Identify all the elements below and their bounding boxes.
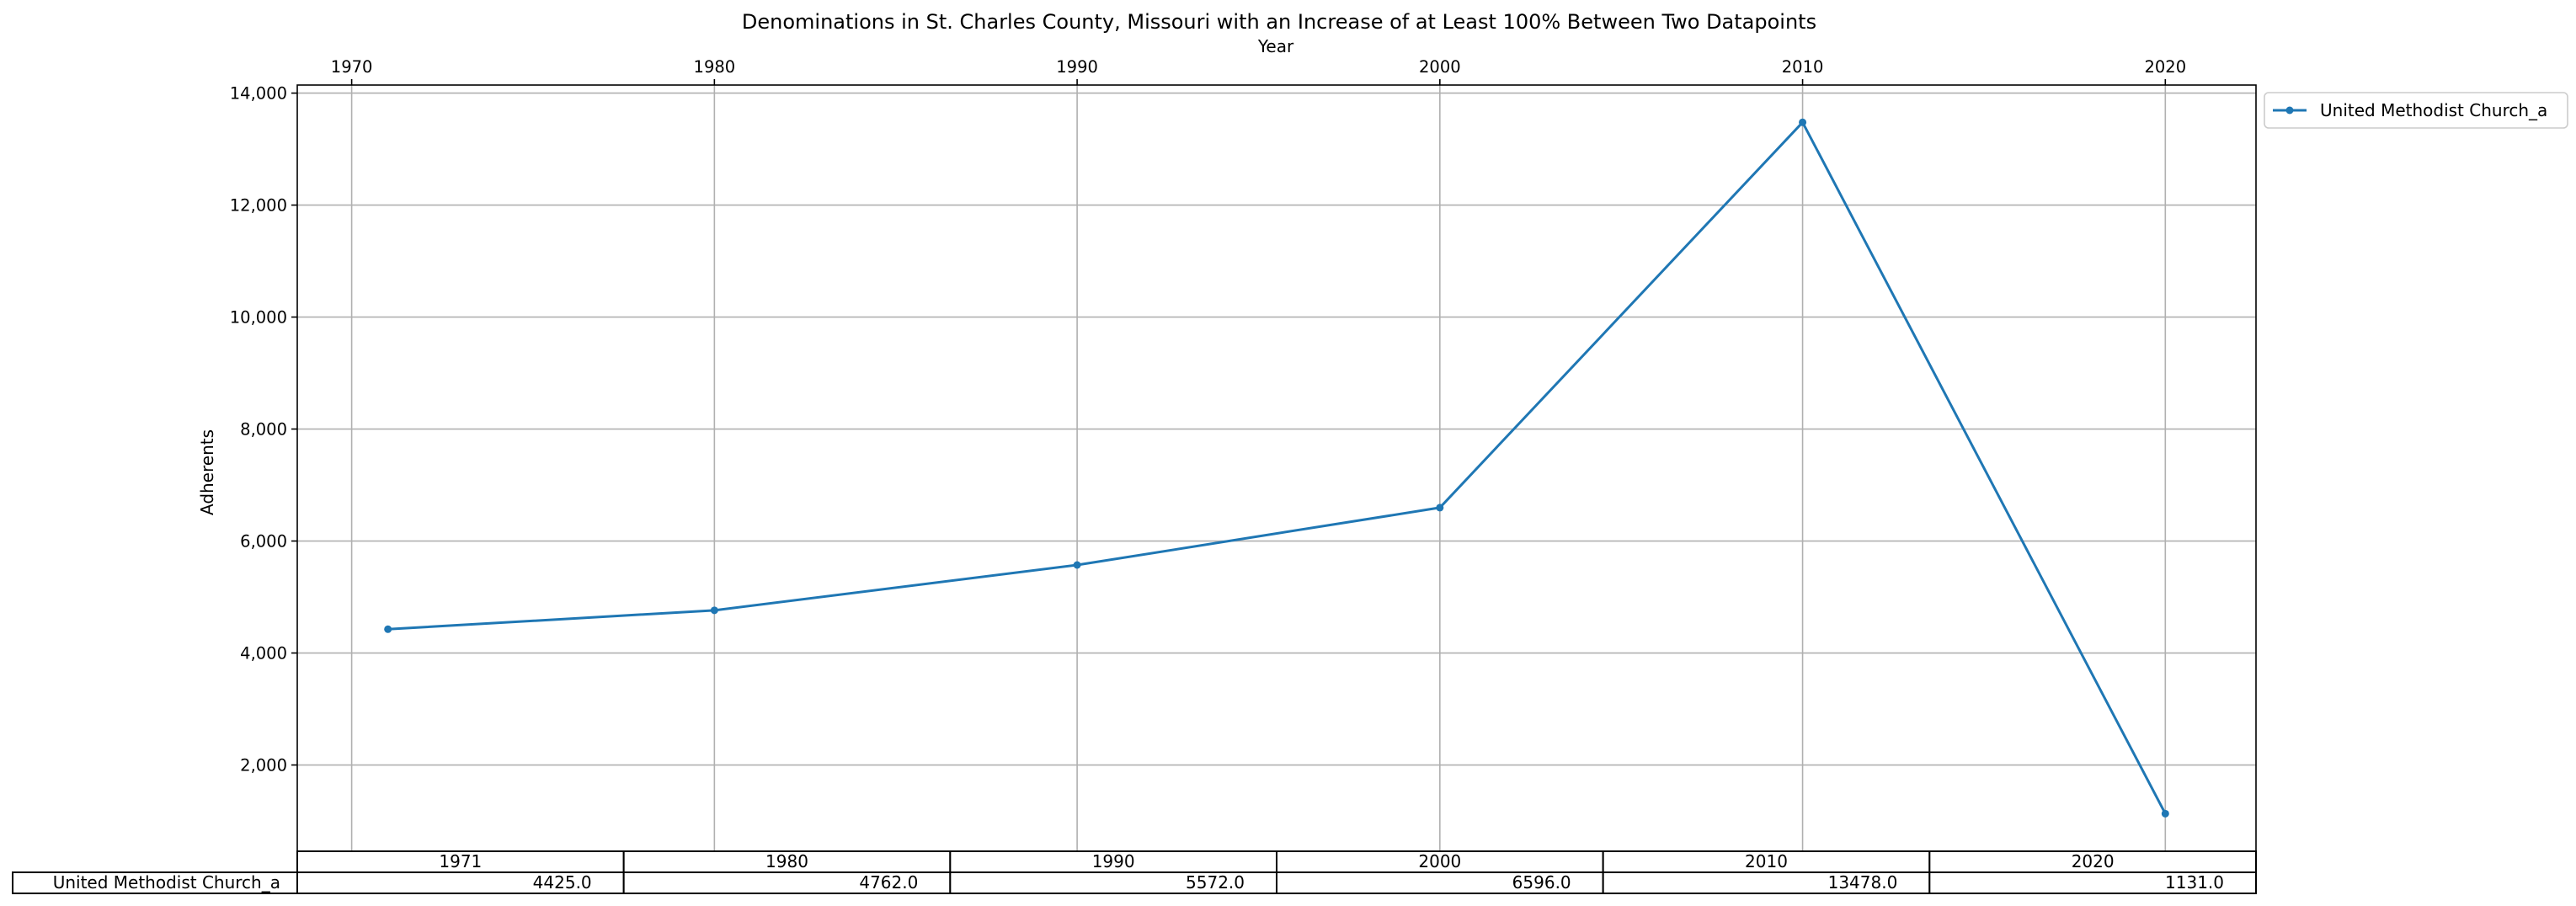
data-table: 1971 1980 1990 2000 2010 2020 United Methodist… — [12, 850, 2257, 894]
legend-marker — [2285, 106, 2294, 115]
table-header-label: 2010 — [1745, 851, 1788, 871]
table-cell-value: 1131.0 — [2165, 872, 2224, 893]
table-cell-value: 5572.0 — [1186, 872, 1245, 893]
legend-box — [2264, 92, 2568, 129]
table-header-label: 1971 — [439, 851, 482, 871]
axes: 1970 1980 1990 2000 2010 2020 2,000 4,000 6,000 8… — [230, 57, 2186, 775]
data-point — [710, 606, 718, 615]
table-header-cell — [1276, 850, 1604, 873]
table-cell — [1928, 871, 2257, 894]
x-tick-label: 1980 — [694, 57, 736, 77]
table-cell-value: 6596.0 — [1512, 872, 1571, 893]
data-point — [384, 625, 392, 633]
data-point — [1073, 561, 1081, 569]
x-tick-label: 2010 — [1782, 57, 1824, 77]
x-axis-label: Year — [1257, 36, 1294, 56]
table-header-label: 1990 — [1092, 851, 1135, 871]
table-row-label-cell — [12, 871, 298, 894]
table-header-label: 2020 — [2072, 851, 2115, 871]
x-tick-label: 1990 — [1056, 57, 1098, 77]
grid-lines — [297, 85, 2256, 851]
x-tick-label: 2020 — [2144, 57, 2186, 77]
y-axis-label: Adherents — [197, 429, 217, 515]
series-line — [387, 120, 2167, 815]
table-cell-value: 4425.0 — [533, 872, 592, 893]
y-tick-label: 6,000 — [240, 532, 287, 552]
y-tick-label: 10,000 — [230, 308, 287, 328]
x-tick-label: 1970 — [331, 57, 373, 77]
plot-frame — [296, 84, 2257, 852]
legend-label: United Methodist Church_a — [2320, 100, 2547, 120]
y-tick-label: 8,000 — [240, 420, 287, 440]
table-header-cell — [1602, 850, 1931, 873]
table-cell-value: 4762.0 — [859, 872, 918, 893]
table-header-cell — [1928, 850, 2257, 873]
x-tick-label: 2000 — [1419, 57, 1461, 77]
table-cell — [1602, 871, 1931, 894]
table-cell-value: 13478.0 — [1828, 872, 1898, 893]
table-header-label: 2000 — [1418, 851, 1461, 871]
y-tick-label: 14,000 — [230, 84, 287, 104]
data-point — [1799, 118, 1807, 126]
data-point — [1436, 504, 1444, 512]
y-tick-label: 2,000 — [240, 756, 287, 775]
table-header-label: 1980 — [765, 851, 808, 871]
table-row-label: United Methodist Church_a — [53, 872, 280, 893]
series-layer — [384, 118, 2169, 818]
y-tick-label: 12,000 — [230, 196, 287, 216]
chart-title: Denominations in St. Charles County, Mis… — [742, 10, 1816, 34]
data-point — [2161, 809, 2169, 818]
y-tick-label: 4,000 — [240, 644, 287, 664]
legend: United Methodist Church_a — [2264, 92, 2568, 129]
